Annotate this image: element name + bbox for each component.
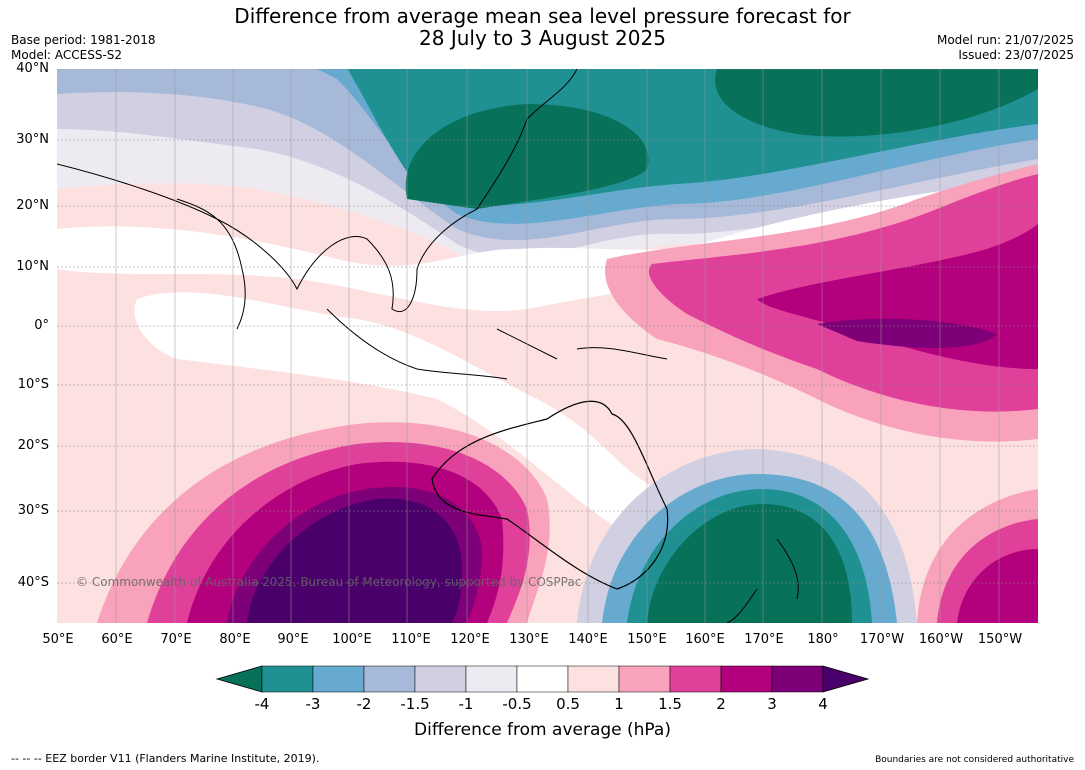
lat-label: 30°S xyxy=(17,503,49,518)
model-name: Model: ACCESS-S2 xyxy=(11,48,123,62)
colorbar-tick: 2 xyxy=(716,695,726,713)
lat-label: 10°N xyxy=(16,259,49,274)
lat-label: 10°S xyxy=(17,377,49,392)
lon-label: 150°W xyxy=(977,632,1023,647)
lon-label: 100°E xyxy=(332,632,372,647)
colorbar-cell xyxy=(465,665,518,693)
colorbar-cell xyxy=(720,665,773,693)
colorbar xyxy=(215,665,870,693)
colorbar-min-arrow xyxy=(215,665,263,693)
lon-label: 160°W xyxy=(918,632,964,647)
meridians xyxy=(115,69,1000,623)
issued-date: Issued: 23/07/2025 xyxy=(958,48,1074,62)
pressure-anomaly-map xyxy=(57,69,1038,623)
lon-label: 160°E xyxy=(685,632,725,647)
lon-label: 170°W xyxy=(859,632,905,647)
colorbar-cell xyxy=(771,665,824,693)
model-run: Model run: 21/07/2025 xyxy=(936,33,1074,47)
colorbar-cell xyxy=(516,665,569,693)
north-white xyxy=(57,179,1038,312)
base-period: Base period: 1981-2018 xyxy=(11,33,156,47)
lat-label: 30°N xyxy=(16,132,49,147)
australia-outline xyxy=(431,400,669,590)
equatorial-white xyxy=(134,292,666,542)
lon-label: 80°E xyxy=(219,632,251,647)
lon-label: 150°E xyxy=(627,632,667,647)
colorbar-cell xyxy=(669,665,722,693)
lon-label: 120°E xyxy=(450,632,490,647)
meta-left: Base period: 1981-2018 Model: ACCESS-S2 xyxy=(11,33,156,63)
colorbar-tick: -4 xyxy=(254,695,270,713)
colorbar-tick: -0.5 xyxy=(502,695,532,713)
colorbar-tick: 1 xyxy=(614,695,624,713)
indonesia-outline xyxy=(326,308,668,380)
copyright-notice: © Commonwealth of Australia 2025, Bureau… xyxy=(76,575,582,589)
colorbar-tick: -3 xyxy=(305,695,321,713)
new-zealand-outline xyxy=(726,538,799,623)
colorbar-cell xyxy=(567,665,620,693)
colorbar-label: Difference from average (hPa) xyxy=(414,720,671,740)
lon-label: 170°E xyxy=(744,632,784,647)
colorbar-tick: -2 xyxy=(356,695,372,713)
lat-label: 20°N xyxy=(16,198,49,213)
colorbar-cell xyxy=(414,665,467,693)
colorbar-tick: 4 xyxy=(818,695,828,713)
colorbar-cell xyxy=(363,665,416,693)
lon-label: 50°E xyxy=(42,632,74,647)
lat-label: 20°S xyxy=(17,438,49,453)
lon-label: 180° xyxy=(807,632,839,647)
lon-label: 110°E xyxy=(391,632,431,647)
lon-label: 70°E xyxy=(160,632,192,647)
map-svg xyxy=(57,69,1038,623)
colorbar-tick: 1.5 xyxy=(658,695,682,713)
colorbar-tick: 3 xyxy=(767,695,777,713)
colorbar-cell xyxy=(261,665,314,693)
sw-core xyxy=(247,498,462,623)
lat-label: 0° xyxy=(34,318,49,333)
north-core-dark-teal-2 xyxy=(715,69,1038,137)
india-outline xyxy=(176,198,246,330)
colorbar-tick: -1 xyxy=(458,695,474,713)
eez-legend: -- -- -- EEZ border V11 (Flanders Marine… xyxy=(11,752,320,765)
colorbar-cell xyxy=(618,665,671,693)
map-title: Difference from average mean sea level p… xyxy=(0,5,1085,49)
lon-label: 90°E xyxy=(277,632,309,647)
colorbar-max-arrow xyxy=(822,665,870,693)
colorbar-cell xyxy=(312,665,365,693)
lon-label: 130°E xyxy=(509,632,549,647)
meta-right: Model run: 21/07/2025 Issued: 23/07/2025 xyxy=(937,33,1074,63)
title-line-2: 28 July to 3 August 2025 xyxy=(419,26,666,50)
title-line-1: Difference from average mean sea level p… xyxy=(234,4,851,28)
far-se-core xyxy=(957,549,1038,623)
lon-label: 140°E xyxy=(568,632,608,647)
lat-label: 40°N xyxy=(16,61,49,76)
boundary-disclaimer: Boundaries are not considered authoritat… xyxy=(875,755,1074,765)
lat-label: 40°S xyxy=(17,575,49,590)
colorbar-tick: -1.5 xyxy=(400,695,430,713)
lon-label: 60°E xyxy=(101,632,133,647)
se-core xyxy=(647,504,852,623)
colorbar-tick: 0.5 xyxy=(556,695,580,713)
graticule xyxy=(57,69,1038,584)
